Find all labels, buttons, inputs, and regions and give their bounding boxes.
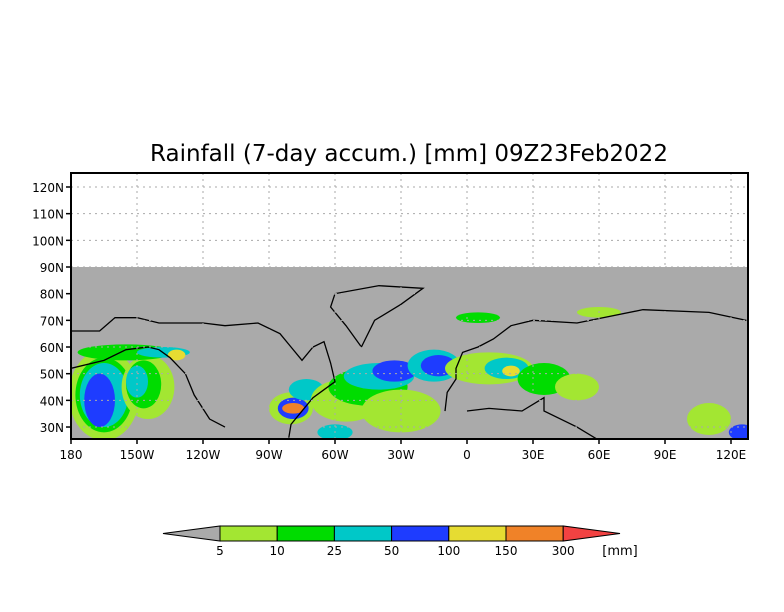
lat-tick-label: 50N [40,368,64,382]
colorbar-bin [219,525,278,542]
lon-tick-label: 120E [716,448,747,462]
lon-tick-label: 30E [522,448,545,462]
colorbar: 5 10 25 50 100 150 300 [mm] [162,525,638,559]
lon-tick-label: 90E [654,448,677,462]
lon-tick-label: 150W [120,448,155,462]
precip-area [126,365,148,398]
lat-tick-label: 110N [32,208,64,222]
lon-tick-label: 180 [60,448,83,462]
colorbar-bin [448,525,507,542]
colorbar-label: 100 [437,544,460,558]
colorbar-bin [505,525,564,542]
precip-area [84,373,115,428]
precip-area [687,403,731,436]
lon-tick-label: 0 [463,448,471,462]
precip-area [502,365,520,377]
lat-tick-label: 120N [32,181,64,195]
coastline [71,317,336,438]
lat-tick-label: 80N [40,288,64,302]
lon-tick-label: 30W [387,448,414,462]
coastline [329,285,425,348]
lon-tick-label: 60E [588,448,611,462]
colorbar-over-triangle [562,525,621,542]
precip-area [555,373,599,401]
colorbar-bin [391,525,450,542]
lat-tick-label: 30N [40,421,64,435]
lat-tick-label: 40N [40,394,64,408]
colorbar-label: 25 [327,544,342,558]
lat-tick-label: 60N [40,341,64,355]
lon-tick-label: 60W [321,448,348,462]
lat-tick-label: 70N [40,314,64,328]
lon-tick-label: 120W [186,448,221,462]
precip-area [167,349,186,361]
colorbar-label: 50 [384,544,399,558]
precip-area [372,360,417,382]
precip-area [282,403,305,414]
colorbar-label: 300 [552,544,575,558]
precip-area [456,312,500,324]
coastline [71,346,226,428]
colorbar-under-triangle [162,525,221,542]
axes: 120N 110N 100N 90N 80N 70N 60N 50N 40N 30N 180 150W… [32,172,749,462]
colorbar-bin [333,525,393,542]
coastline [444,309,747,412]
map-frame [70,172,749,440]
colorbar-bin [276,525,335,542]
precip-area [728,424,748,439]
colorbar-label: 10 [270,544,285,558]
lat-tick-label: 100N [32,234,64,248]
colorbar-label: 150 [495,544,518,558]
map-title: Rainfall (7-day accum.) [mm] 09Z23Feb202… [150,141,668,167]
colorbar-label: 5 [216,544,224,558]
lat-tick-label: 90N [40,261,64,275]
map-area [71,173,748,439]
colorbar-unit: [mm] [602,544,637,559]
lon-tick-label: 90W [255,448,282,462]
